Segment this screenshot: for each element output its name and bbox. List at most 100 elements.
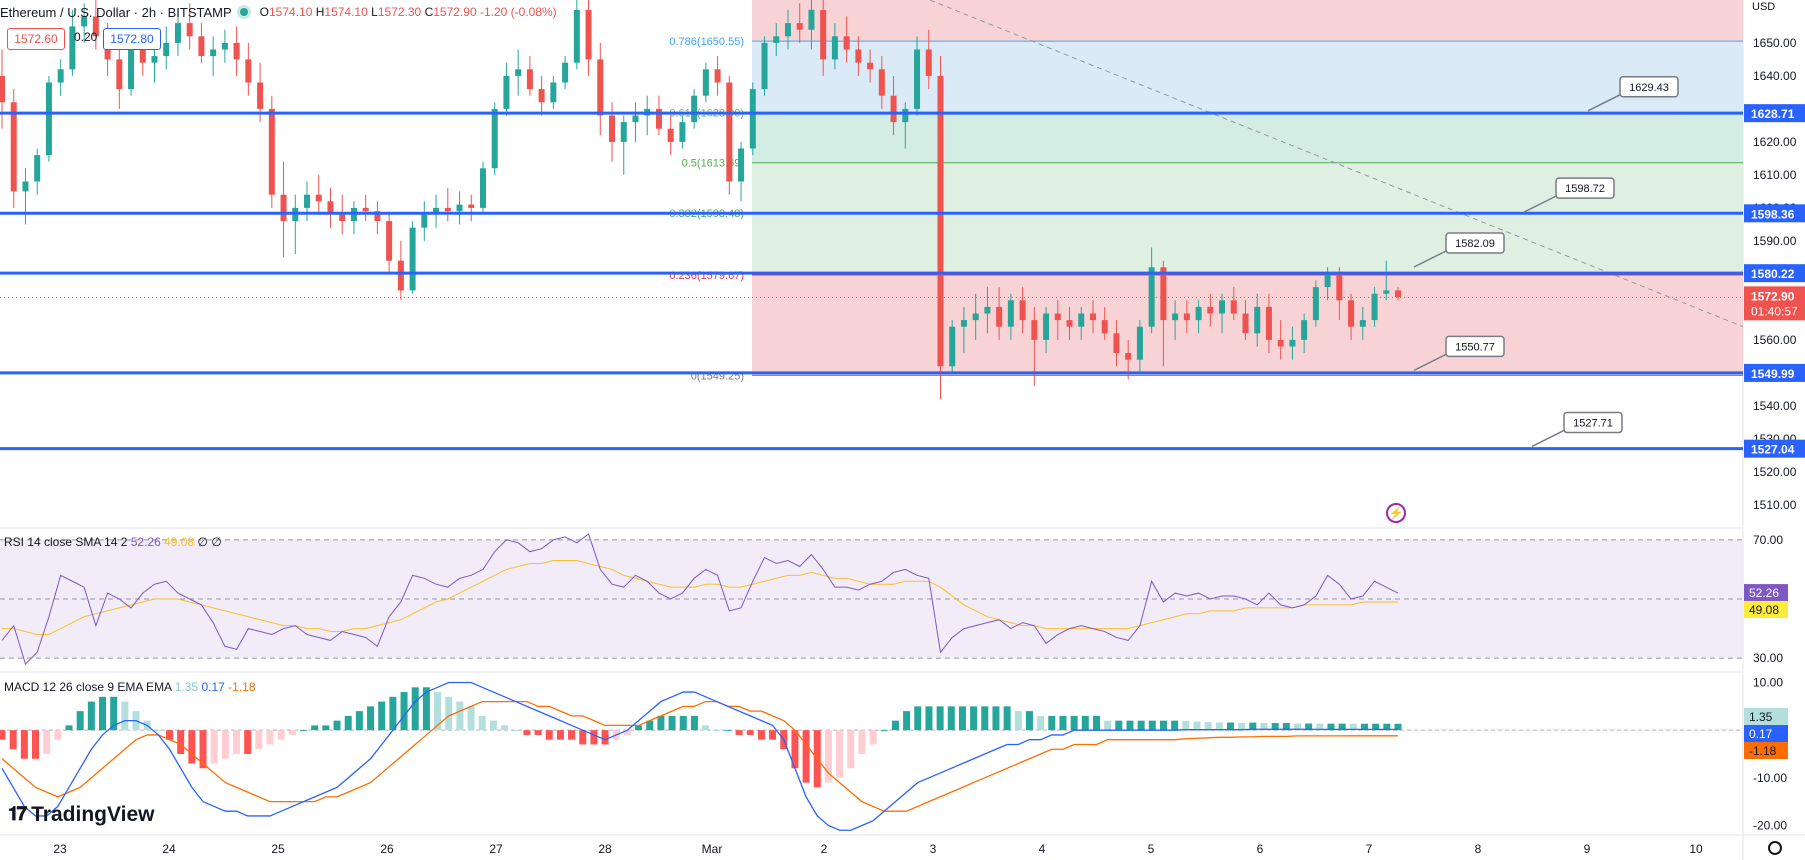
candle-body — [691, 95, 698, 123]
candle-body — [1066, 320, 1073, 327]
rsi-sma-line — [2, 560, 1398, 635]
macd-histogram-bar — [277, 730, 285, 740]
candle-body — [831, 36, 838, 60]
macd-histogram-bar — [1025, 711, 1033, 731]
macd-histogram-bar — [534, 730, 542, 735]
macd-histogram-bar — [1215, 722, 1223, 731]
candle-body — [1043, 313, 1050, 340]
macd-histogram-bar — [76, 711, 84, 731]
macd-histogram-bar — [545, 730, 553, 740]
macd-histogram-bar — [746, 730, 754, 735]
candle-body — [914, 49, 921, 109]
macd-histogram-bar — [1171, 720, 1179, 731]
macd-histogram-bar — [9, 730, 17, 750]
macd-histogram-bar — [333, 720, 341, 731]
macd-histogram-bar — [891, 720, 899, 731]
candle-body — [198, 36, 205, 57]
candle-body — [116, 59, 123, 90]
candle-body — [620, 122, 627, 142]
candle-body — [1195, 306, 1202, 321]
candle-body — [1395, 290, 1401, 297]
callout-label: 1550.77 — [1455, 341, 1495, 353]
candle-body — [1371, 293, 1378, 321]
buy-button[interactable]: 1572.80 — [103, 28, 161, 50]
macd-legend[interactable]: MACD 12 26 close 9 EMA EMA 1.35 0.17 -1.… — [4, 680, 256, 694]
time-tick-label: 4 — [1039, 842, 1046, 856]
candle-body — [444, 207, 451, 212]
macd-histogram-bar — [322, 725, 330, 731]
macd-histogram-bar — [389, 696, 397, 731]
macd-histogram-bar — [802, 730, 810, 783]
macd-histogram-bar — [1081, 715, 1089, 731]
rsi-tick-label: 70.00 — [1753, 533, 1783, 547]
macd-histogram-bar — [367, 706, 375, 731]
candle-body — [186, 23, 193, 37]
macd-histogram-bar — [590, 730, 598, 745]
candle-body — [972, 313, 979, 321]
macd-value-tag-label: -1.18 — [1749, 744, 1777, 758]
macd-histogram-bar — [210, 730, 218, 764]
candle-body — [562, 62, 569, 83]
macd-histogram-bar — [20, 730, 28, 759]
candle-body — [456, 204, 463, 212]
candle-body — [878, 69, 885, 96]
candle-body — [233, 42, 240, 60]
macd-histogram-bar — [958, 706, 966, 731]
candle-body — [397, 260, 404, 291]
macd-histogram-bar — [1137, 720, 1145, 731]
candle-body — [22, 181, 29, 192]
symbol-title[interactable]: Ethereum / U.S. Dollar · 2h · BITSTAMP — [0, 4, 232, 20]
level-price-tag-label: 1628.71 — [1751, 107, 1795, 121]
high-label: H — [315, 5, 325, 19]
macd-histogram-bar — [1115, 720, 1123, 731]
macd-histogram-bar — [221, 730, 229, 759]
open-value: 1574.10 — [269, 5, 313, 19]
last-price-tag — [1744, 286, 1805, 321]
macd-histogram-bar — [1360, 723, 1368, 731]
macd-histogram-bar — [1092, 715, 1100, 731]
candle-body — [996, 306, 1003, 327]
macd-histogram-bar — [489, 720, 497, 731]
macd-histogram-bar — [300, 730, 308, 732]
macd-histogram-bar — [1327, 723, 1335, 731]
lightning-icon[interactable]: ⚡ — [1386, 503, 1406, 523]
level-price-tag-label: 1598.36 — [1751, 207, 1795, 221]
candle-body — [1324, 273, 1331, 288]
macd-histogram-bar — [378, 701, 386, 731]
macd-histogram-bar — [288, 730, 296, 735]
callout-pointer — [1531, 429, 1565, 448]
candle-body — [714, 69, 721, 83]
rsi-sma-legend-value: 49.08 — [164, 535, 195, 549]
macd-histogram-bar — [512, 730, 520, 732]
macd-histogram-bar — [523, 730, 531, 735]
macd-histogram-bar — [99, 696, 107, 731]
currency-label[interactable]: USD — [1752, 1, 1776, 13]
macd-histogram-bar — [344, 715, 352, 731]
macd-hist-legend-value: 1.35 — [174, 680, 199, 694]
candle-body — [1230, 300, 1237, 314]
gear-icon[interactable] — [1768, 841, 1782, 855]
rsi-legend[interactable]: RSI 14 close SMA 14 2 52.26 49.08 ∅ ∅ — [4, 535, 222, 549]
candle-body — [679, 122, 686, 142]
low-value: 1572.30 — [377, 5, 422, 19]
callout-label: 1629.43 — [1629, 82, 1669, 94]
candle-body — [949, 326, 956, 367]
candle-body — [409, 227, 416, 291]
candle-body — [327, 201, 334, 215]
candle-body — [773, 36, 780, 43]
macd-histogram-bar — [769, 730, 777, 740]
change-value: -1.20 (-0.08%) — [479, 5, 557, 19]
sell-button[interactable]: 1572.60 — [7, 28, 65, 50]
level-price-tag-label: 1580.22 — [1751, 267, 1795, 281]
candle-body — [1078, 313, 1085, 327]
price-tick-label: 1510.00 — [1753, 498, 1797, 512]
fib-zone-top — [752, 0, 1743, 42]
macd-histogram-bar — [65, 725, 73, 731]
macd-histogram-bar — [311, 725, 319, 731]
macd-histogram-bar — [54, 730, 62, 740]
macd-histogram-bar — [1338, 723, 1346, 731]
macd-value-tag-label: 0.17 — [1749, 727, 1773, 741]
candle-body — [585, 9, 592, 60]
macd-histogram-bar — [1003, 706, 1011, 731]
